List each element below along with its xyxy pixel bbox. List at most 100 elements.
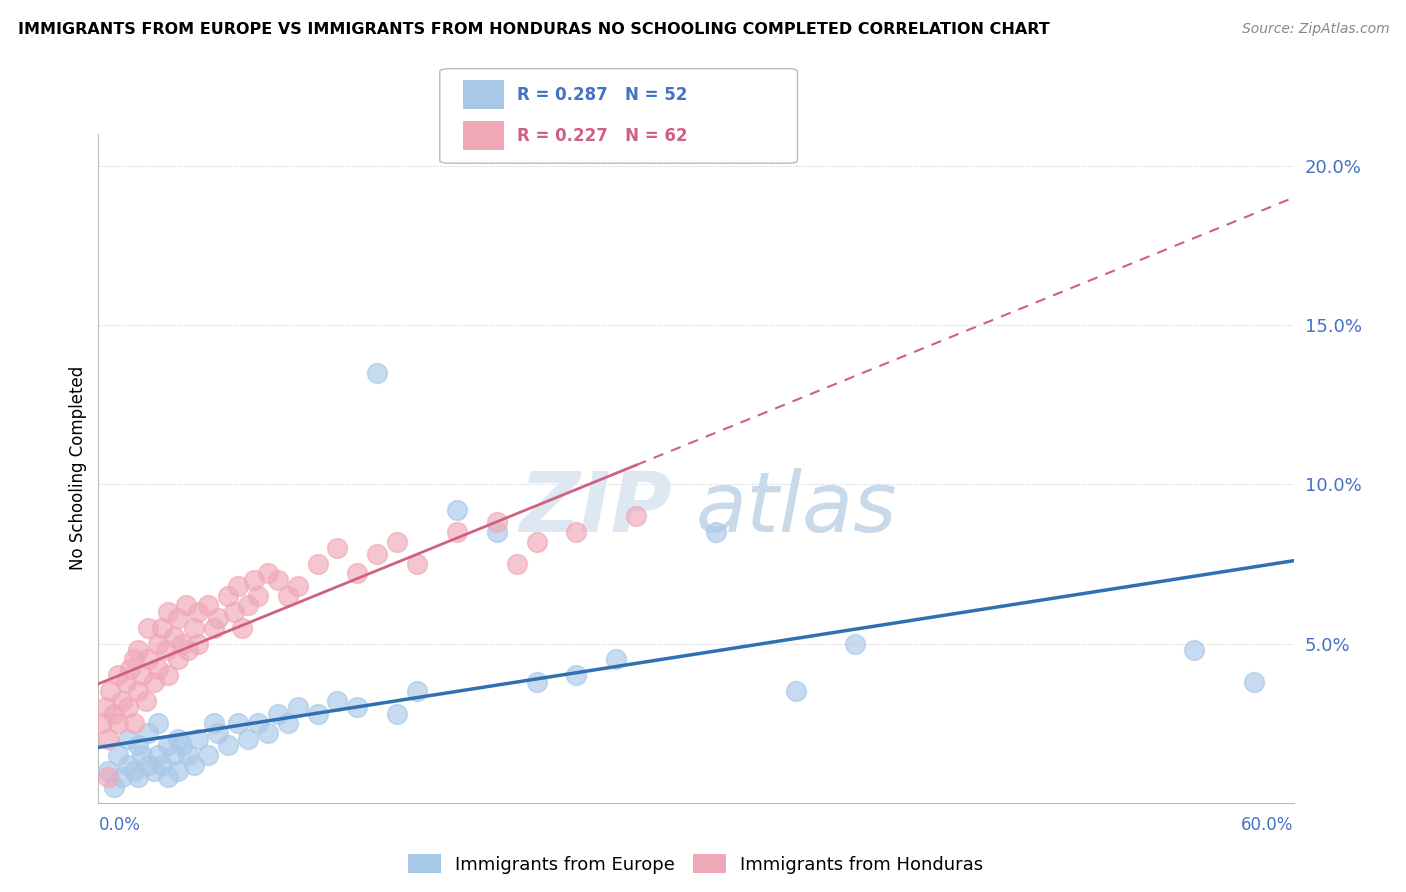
Point (124, 764, 146, 778)
Point (246, 589, 269, 603)
Point (136, 757, 159, 772)
Point (385, 706, 409, 721)
Point (136, 652, 159, 666)
Point (277, 589, 299, 603)
Text: atlas: atlas (696, 468, 897, 549)
Point (107, 716, 129, 731)
Point (127, 739, 149, 753)
Point (97, 732, 120, 747)
Point (183, 757, 205, 772)
Point (326, 694, 349, 708)
Point (446, 524, 468, 539)
Point (155, 643, 177, 657)
Point (117, 757, 139, 772)
Point (187, 636, 209, 650)
Point (217, 589, 239, 603)
Point (346, 700, 368, 714)
Point (157, 605, 180, 619)
Point (307, 706, 329, 721)
Point (163, 630, 186, 644)
Point (131, 747, 153, 762)
Point (148, 716, 170, 731)
Point (111, 770, 134, 784)
Point (127, 770, 149, 784)
Point (97, 764, 120, 778)
Bar (464, 121, 503, 150)
FancyBboxPatch shape (440, 69, 797, 163)
Point (167, 764, 190, 778)
Point (124, 716, 146, 731)
Text: 0.0%: 0.0% (98, 816, 141, 834)
Point (217, 739, 239, 753)
Point (406, 684, 429, 698)
Point (385, 534, 409, 549)
Point (136, 621, 159, 635)
Point (197, 599, 219, 613)
Point (143, 674, 166, 689)
Point (103, 780, 125, 794)
Point (148, 636, 170, 650)
Point (605, 652, 627, 666)
Point (256, 725, 278, 739)
Bar (464, 80, 503, 109)
Point (174, 599, 197, 613)
Point (246, 716, 269, 731)
Point (183, 621, 205, 635)
Text: ZIP: ZIP (519, 468, 672, 549)
Point (485, 516, 508, 530)
Point (785, 684, 807, 698)
Point (103, 706, 125, 721)
Point (366, 366, 388, 380)
Point (135, 694, 157, 708)
Point (131, 668, 153, 682)
Point (526, 534, 548, 549)
Point (120, 662, 142, 676)
Point (177, 643, 200, 657)
Point (202, 621, 225, 635)
Point (127, 684, 149, 698)
Point (565, 668, 588, 682)
Point (207, 611, 229, 625)
Point (236, 732, 259, 747)
Point (844, 636, 866, 650)
Point (115, 674, 138, 689)
Text: R = 0.287   N = 52: R = 0.287 N = 52 (517, 86, 688, 103)
Point (565, 524, 588, 539)
Point (346, 566, 368, 581)
Point (163, 747, 186, 762)
Text: R = 0.227   N = 62: R = 0.227 N = 62 (517, 127, 688, 145)
Point (202, 716, 225, 731)
Point (704, 524, 727, 539)
Point (107, 747, 129, 762)
Point (231, 621, 253, 635)
Point (124, 652, 146, 666)
Point (91, 716, 114, 731)
Point (107, 668, 129, 682)
Point (167, 611, 190, 625)
Point (117, 700, 139, 714)
Point (277, 716, 299, 731)
Point (148, 662, 170, 676)
Point (526, 674, 548, 689)
Point (127, 643, 149, 657)
Point (167, 732, 190, 747)
Point (148, 747, 170, 762)
Point (226, 716, 249, 731)
Point (187, 605, 209, 619)
Point (267, 573, 290, 587)
Text: 60.0%: 60.0% (1241, 816, 1294, 834)
Point (172, 739, 194, 753)
Text: IMMIGRANTS FROM EUROPE VS IMMIGRANTS FROM HONDURAS NO SCHOOLING COMPLETED CORREL: IMMIGRANTS FROM EUROPE VS IMMIGRANTS FRO… (18, 22, 1050, 37)
Point (1243, 674, 1265, 689)
Point (96, 700, 118, 714)
Point (485, 524, 508, 539)
Point (222, 605, 245, 619)
Point (326, 541, 349, 555)
Point (256, 566, 278, 581)
Point (111, 694, 134, 708)
Point (267, 706, 290, 721)
Point (143, 764, 166, 778)
Point (167, 652, 190, 666)
Point (446, 502, 468, 516)
Point (307, 557, 329, 571)
